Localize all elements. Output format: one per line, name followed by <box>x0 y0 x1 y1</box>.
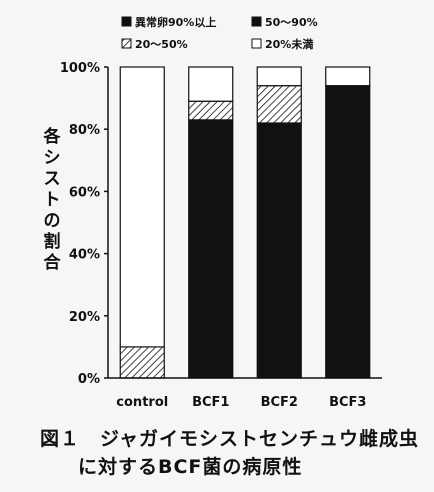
bar-segment <box>119 346 165 379</box>
bar-segment <box>188 100 234 121</box>
bar-segment <box>325 66 371 87</box>
bar-segment <box>188 119 234 379</box>
y-axis-label-char: シ <box>44 148 61 168</box>
bar-segment <box>325 85 371 379</box>
x-tick-label: BCF3 <box>329 395 366 410</box>
y-axis-label-char: ス <box>44 169 61 189</box>
y-tick-label: 60% <box>69 185 100 200</box>
bar-segment <box>119 66 165 348</box>
x-tick-label: BCF1 <box>192 395 229 410</box>
bar-segment <box>256 122 302 379</box>
y-axis: 0% 20% 40% 60% 80% 100% <box>60 61 109 387</box>
legend-label-2: 20～50% <box>135 38 188 51</box>
legend-swatch-1 <box>251 16 262 27</box>
x-axis: control BCF1 BCF2 BCF3 <box>108 377 382 410</box>
y-tick-label: 80% <box>69 123 100 138</box>
y-tick-label: 20% <box>69 310 100 325</box>
x-tick-label: control <box>116 395 168 410</box>
legend-swatch-2 <box>121 38 132 49</box>
y-axis-label-char: 各 <box>43 126 62 147</box>
figure-caption-line1: 図１ ジャガイモシストセンチュウ雌成虫 <box>40 428 420 450</box>
legend: 異常卵90%以上 50～90% 20～50% 20%未満 <box>121 15 318 51</box>
y-axis-label-char: 割 <box>44 231 61 252</box>
legend-label-1: 50～90% <box>265 16 318 29</box>
y-axis-label-char: ト <box>44 190 61 210</box>
y-tick-label: 100% <box>60 61 100 76</box>
legend-swatch-3 <box>251 38 262 49</box>
bar-segment <box>188 66 234 102</box>
bar-segment <box>256 66 302 87</box>
bars <box>119 66 371 379</box>
figure-caption-line2: に対するBCF菌の病原性 <box>78 456 303 478</box>
legend-label-3: 20%未満 <box>265 37 313 51</box>
x-tick-label: BCF2 <box>261 395 298 410</box>
y-tick-label: 0% <box>78 372 100 387</box>
bar-segment <box>256 85 302 124</box>
legend-swatch-0 <box>121 16 132 27</box>
legend-label-0: 異常卵90%以上 <box>135 15 216 29</box>
y-axis-label-char: 合 <box>44 252 62 273</box>
y-tick-label: 40% <box>69 248 100 263</box>
y-axis-label-char: の <box>44 211 61 231</box>
